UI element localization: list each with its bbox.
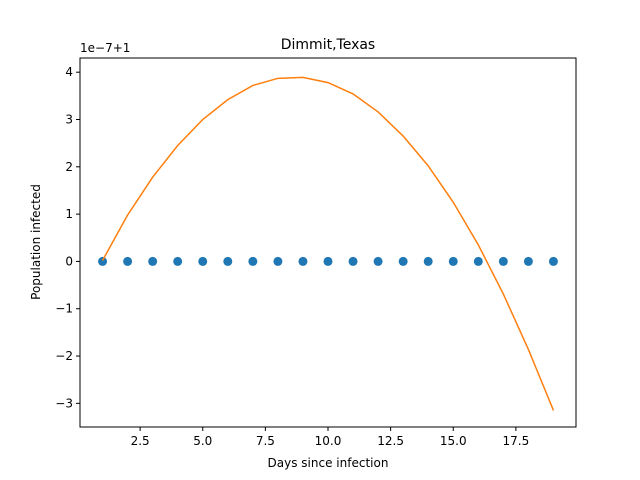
y-axis-label: Population infected xyxy=(29,184,43,300)
chart-title: Dimmit,Texas xyxy=(281,37,375,53)
scatter-point xyxy=(473,256,483,266)
scatter-point xyxy=(223,256,233,266)
x-tick-label: 17.5 xyxy=(503,434,530,448)
y-tick-label: 3 xyxy=(65,113,73,127)
y-tick-label: −2 xyxy=(55,349,73,363)
x-axis-label: Days since infection xyxy=(268,456,389,470)
scatter-point xyxy=(148,256,158,266)
y-tick-label: 2 xyxy=(65,160,73,174)
x-axis-ticks: 2.5 5.0 7.5 10.0 12.5 15.0 17.5 xyxy=(131,427,530,448)
y-tick-label: 4 xyxy=(65,65,73,79)
scatter-point xyxy=(323,256,333,266)
x-tick-label: 2.5 xyxy=(131,434,150,448)
x-tick-label: 15.0 xyxy=(440,434,467,448)
y-tick-label: 0 xyxy=(65,254,73,268)
x-tick-label: 12.5 xyxy=(377,434,404,448)
scatter-point xyxy=(423,256,433,266)
plot-area xyxy=(98,76,558,411)
scatter-point xyxy=(398,256,408,266)
y-tick-label: −1 xyxy=(55,302,73,316)
y-offset-label: 1e−7+1 xyxy=(80,41,130,55)
y-tick-label: 1 xyxy=(65,207,73,221)
scatter-point xyxy=(123,256,133,266)
scatter-point xyxy=(198,256,208,266)
y-axis-ticks: −3 −2 −1 0 1 2 3 4 xyxy=(55,65,80,410)
scatter-point xyxy=(298,256,308,266)
x-tick-label: 7.5 xyxy=(256,434,275,448)
x-tick-label: 5.0 xyxy=(193,434,212,448)
axes-frame xyxy=(79,57,577,428)
scatter-point xyxy=(273,256,283,266)
scatter-point xyxy=(523,256,533,266)
scatter-point xyxy=(98,256,108,266)
scatter-point xyxy=(448,256,458,266)
scatter-point xyxy=(373,256,383,266)
scatter-point xyxy=(248,256,258,266)
scatter-point xyxy=(498,256,508,266)
scatter-point xyxy=(548,256,558,266)
scatter-point xyxy=(173,256,183,266)
series-line-1 xyxy=(101,76,555,411)
x-tick-label: 10.0 xyxy=(315,434,342,448)
scatter-point xyxy=(348,256,358,266)
y-tick-label: −3 xyxy=(55,396,73,410)
